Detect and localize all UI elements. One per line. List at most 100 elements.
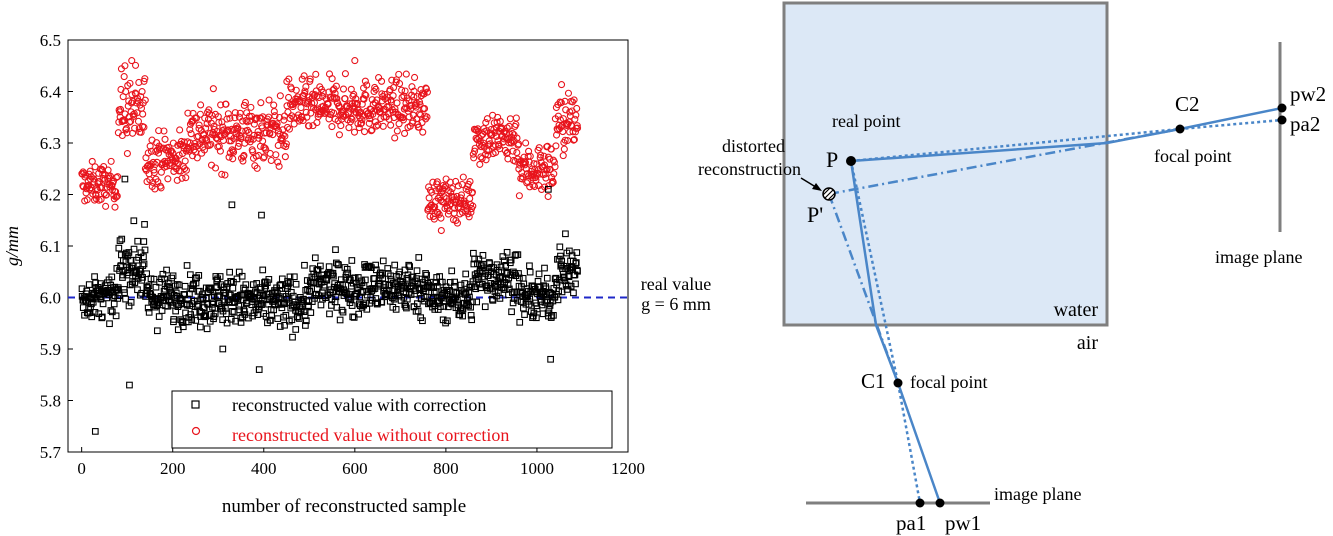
data-point-without-correction [192, 114, 201, 122]
data-point-without-correction [208, 111, 216, 119]
data-point-with-correction [226, 268, 233, 276]
data-point-without-correction [570, 136, 578, 144]
data-point-with-correction [407, 291, 415, 298]
data-point-with-correction [572, 259, 580, 266]
data-point-with-correction [573, 249, 581, 256]
data-point-with-correction [355, 310, 363, 318]
data-point-without-correction [178, 174, 186, 182]
data-point-without-correction [549, 178, 557, 186]
data-point-without-correction [120, 73, 128, 81]
data-point-with-correction [249, 281, 257, 288]
data-point-with-correction [181, 282, 189, 290]
data-point-with-correction [170, 316, 178, 323]
data-point-without-correction [282, 143, 290, 151]
data-point-with-correction [253, 280, 261, 287]
data-point-with-correction [545, 305, 553, 313]
data-point-without-correction [354, 120, 362, 128]
data-point-with-correction [195, 272, 203, 279]
annotation-g-value: g = 6 mm [641, 294, 711, 314]
data-point-with-correction [196, 323, 204, 331]
label-focal-point-2: focal point [1154, 146, 1231, 166]
data-point-with-correction [155, 313, 163, 320]
data-point-with-correction [419, 317, 426, 325]
point-C2 [1175, 124, 1185, 134]
data-point-without-correction [310, 99, 319, 107]
data-point-without-correction [114, 173, 122, 181]
x-tick-label: 200 [160, 459, 186, 478]
data-point-with-correction [379, 274, 387, 282]
data-point-without-correction [360, 95, 368, 103]
data-point-with-correction [547, 355, 554, 363]
data-point-without-correction [433, 178, 441, 186]
data-point-with-correction [211, 310, 219, 318]
data-point-without-correction [410, 87, 418, 95]
data-point-without-correction [544, 192, 552, 201]
data-point-with-correction [384, 265, 392, 272]
data-point-with-correction [115, 244, 123, 252]
data-point-without-correction [513, 149, 521, 157]
data-point-without-correction [328, 75, 336, 83]
data-point-without-correction [203, 120, 211, 128]
data-point-without-correction [135, 78, 143, 87]
data-point-with-correction [413, 267, 421, 275]
data-point-with-correction [228, 201, 236, 209]
data-point-without-correction [387, 121, 395, 129]
label-image-plane-right: image plane [1215, 247, 1302, 267]
data-point-with-correction [467, 311, 475, 319]
data-point-without-correction [200, 130, 208, 138]
data-point-without-correction [265, 96, 273, 104]
data-point-with-correction [108, 273, 116, 281]
data-point-without-correction [507, 138, 515, 146]
data-point-with-correction [287, 288, 295, 296]
data-point-with-correction [356, 281, 364, 289]
data-point-with-correction [280, 313, 288, 321]
data-point-without-correction [369, 110, 377, 118]
data-point-with-correction [514, 251, 522, 259]
data-point-without-correction [230, 148, 238, 156]
data-point-with-correction [241, 311, 249, 318]
data-point-without-correction [259, 154, 267, 162]
data-point-without-correction [522, 139, 530, 147]
data-point-without-correction [401, 129, 409, 137]
data-point-without-correction [100, 162, 108, 171]
data-point-with-correction [550, 311, 557, 319]
data-point-without-correction [274, 127, 283, 135]
data-point-with-correction [335, 261, 342, 269]
data-point-with-correction [448, 267, 456, 275]
data-point-with-correction [504, 281, 512, 288]
label-P: P [826, 147, 838, 172]
data-point-with-correction [379, 257, 387, 265]
data-point-without-correction [562, 106, 570, 114]
data-point-without-correction [446, 201, 454, 209]
data-point-with-correction [311, 254, 319, 262]
data-point-without-correction [353, 99, 361, 107]
data-point-without-correction [437, 227, 445, 235]
data-point-with-correction [242, 281, 250, 289]
data-point-without-correction [155, 127, 163, 135]
data-point-without-correction [242, 117, 250, 125]
data-point-without-correction [162, 159, 170, 168]
data-point-without-correction [281, 132, 289, 140]
data-point-with-correction [330, 272, 337, 280]
data-point-with-correction [479, 251, 487, 259]
label-image-plane-bottom: image plane [994, 484, 1081, 504]
data-point-without-correction [175, 151, 183, 159]
data-point-without-correction [276, 92, 284, 100]
data-point-without-correction [467, 208, 475, 216]
data-point-with-correction [245, 314, 252, 322]
data-point-with-correction [223, 319, 231, 327]
data-point-with-correction [468, 316, 476, 324]
data-point-without-correction [445, 186, 453, 195]
data-point-with-correction [227, 315, 235, 323]
point-pw2 [1277, 103, 1287, 113]
data-point-with-correction [127, 298, 135, 306]
data-point-with-correction [526, 268, 534, 276]
data-point-without-correction [395, 80, 404, 88]
data-point-with-correction [430, 289, 438, 297]
data-point-without-correction [412, 100, 420, 108]
data-point-without-correction [157, 168, 165, 176]
data-point-without-correction [551, 163, 559, 171]
data-point-without-correction [348, 115, 356, 123]
data-point-without-correction [536, 154, 544, 162]
data-point-without-correction [231, 114, 239, 122]
